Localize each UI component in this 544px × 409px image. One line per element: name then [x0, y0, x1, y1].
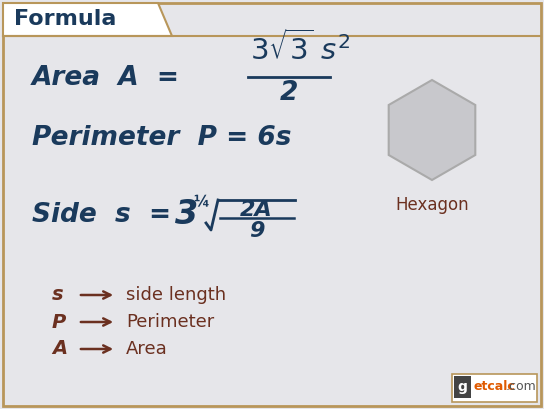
Text: 9: 9: [249, 221, 264, 241]
Text: etcalc: etcalc: [474, 380, 516, 393]
Text: Area  A  =: Area A =: [32, 65, 180, 91]
Text: g: g: [458, 380, 467, 394]
Text: 3: 3: [175, 198, 198, 231]
Text: Area: Area: [126, 340, 168, 358]
Text: P: P: [52, 312, 66, 332]
Text: Hexagon: Hexagon: [395, 196, 469, 214]
FancyBboxPatch shape: [454, 376, 471, 398]
Text: 2: 2: [280, 80, 298, 106]
Text: $3\sqrt{3}\ s^2$: $3\sqrt{3}\ s^2$: [250, 30, 350, 66]
FancyBboxPatch shape: [3, 3, 541, 406]
Text: Perimeter  P = 6s: Perimeter P = 6s: [32, 125, 292, 151]
Polygon shape: [389, 80, 475, 180]
Text: Perimeter: Perimeter: [126, 313, 214, 331]
Text: .com: .com: [506, 380, 537, 393]
Text: Side  s  =: Side s =: [32, 202, 171, 228]
Text: side length: side length: [126, 286, 226, 304]
Text: s: s: [52, 285, 64, 304]
Polygon shape: [3, 3, 172, 36]
Text: A: A: [52, 339, 67, 359]
FancyBboxPatch shape: [452, 374, 537, 402]
Text: 2A: 2A: [240, 200, 273, 220]
Text: ¼: ¼: [193, 195, 209, 209]
Text: Formula: Formula: [14, 9, 116, 29]
